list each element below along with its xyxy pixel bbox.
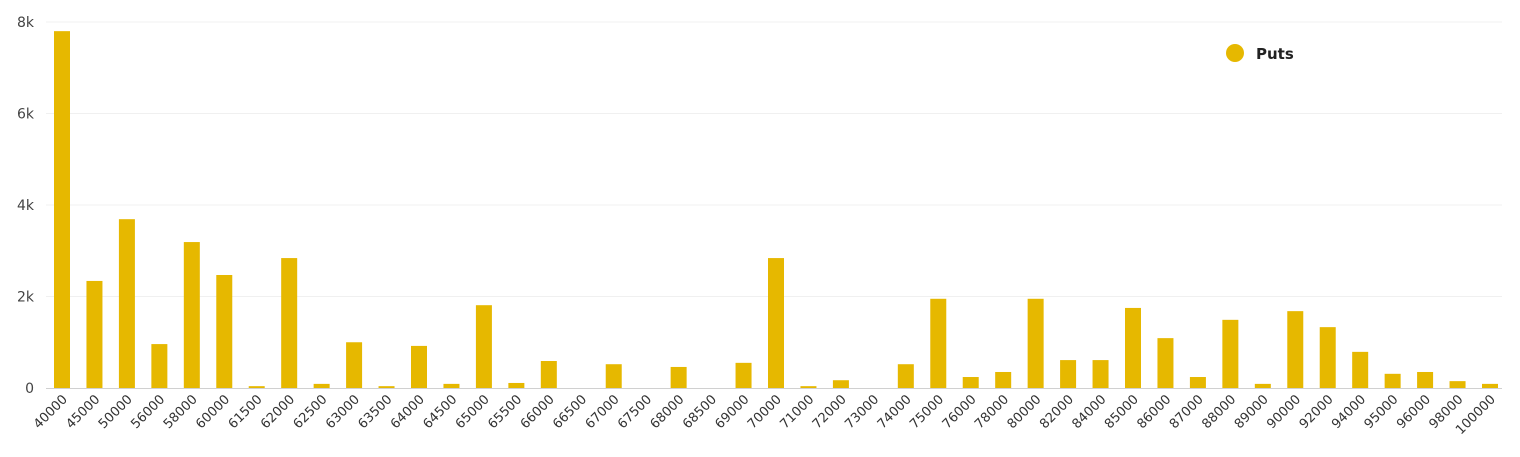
gridlines bbox=[46, 21, 1502, 297]
x-tick-label: 62500 bbox=[291, 392, 331, 432]
x-tick-label: 76000 bbox=[940, 392, 980, 432]
x-tick-label: 45000 bbox=[63, 392, 103, 432]
bar-82000[interactable] bbox=[1060, 360, 1077, 388]
x-tick-label: 61500 bbox=[226, 392, 266, 432]
y-tick-label: 0 bbox=[25, 381, 34, 397]
bar-64000[interactable] bbox=[411, 345, 427, 388]
bar-68000[interactable] bbox=[670, 366, 687, 388]
x-tick-label: 90000 bbox=[1264, 392, 1304, 432]
x-tick-label: 65500 bbox=[485, 392, 525, 432]
y-tick-label: 2k bbox=[17, 290, 35, 306]
x-tick-label: 64000 bbox=[388, 392, 428, 432]
y-tick-label: 4k bbox=[17, 198, 35, 214]
bar-87000[interactable] bbox=[1189, 377, 1206, 388]
x-tick-label: 67500 bbox=[615, 392, 655, 432]
x-tick-label: 63000 bbox=[323, 392, 363, 432]
x-tick-label: 69000 bbox=[713, 392, 753, 432]
x-tick-label: 87000 bbox=[1167, 392, 1207, 432]
bar-88000[interactable] bbox=[1222, 319, 1239, 388]
bar-64500[interactable] bbox=[443, 383, 460, 388]
bar-98000[interactable] bbox=[1449, 381, 1466, 388]
x-tick-label: 66500 bbox=[550, 392, 590, 432]
bar-80000[interactable] bbox=[1027, 298, 1044, 388]
x-tick-label: 63500 bbox=[356, 392, 396, 432]
x-tick-label: 82000 bbox=[1037, 392, 1077, 432]
y-tick-label: 8k bbox=[17, 15, 35, 31]
bar-58000[interactable] bbox=[183, 242, 200, 388]
bar-65000[interactable] bbox=[475, 305, 492, 388]
bar-78000[interactable] bbox=[995, 371, 1012, 388]
x-tick-label: 64500 bbox=[420, 392, 460, 432]
bar-65500[interactable] bbox=[508, 382, 525, 388]
bar-75000[interactable] bbox=[930, 298, 947, 388]
x-tick-label: 96000 bbox=[1394, 392, 1434, 432]
bar-63000[interactable] bbox=[346, 342, 363, 388]
x-tick-label: 85000 bbox=[1102, 392, 1142, 432]
bar-85000[interactable] bbox=[1125, 307, 1141, 388]
bar-96000[interactable] bbox=[1417, 371, 1434, 388]
bar-66000[interactable] bbox=[540, 361, 557, 388]
x-axis: 4000045000500005600058000600006150062000… bbox=[31, 388, 1502, 438]
bar-50000[interactable] bbox=[118, 219, 135, 388]
x-tick-label: 62000 bbox=[258, 392, 298, 432]
x-tick-label: 65000 bbox=[453, 392, 493, 432]
bar-45000[interactable] bbox=[86, 280, 103, 388]
bar-100000[interactable] bbox=[1482, 383, 1498, 388]
x-tick-label: 50000 bbox=[96, 392, 136, 432]
bar-71000[interactable] bbox=[800, 386, 817, 388]
bar-62500[interactable] bbox=[313, 383, 330, 388]
bar-63500[interactable] bbox=[378, 386, 395, 388]
x-tick-label: 72000 bbox=[810, 392, 850, 432]
bar-67000[interactable] bbox=[605, 364, 622, 388]
x-tick-label: 68000 bbox=[648, 392, 688, 432]
bar-94000[interactable] bbox=[1352, 351, 1369, 388]
bar-56000[interactable] bbox=[151, 344, 168, 388]
legend-label-puts: Puts bbox=[1256, 45, 1294, 63]
legend-marker-puts bbox=[1226, 44, 1244, 62]
bar-86000[interactable] bbox=[1157, 338, 1174, 388]
x-tick-label: 94000 bbox=[1329, 392, 1369, 432]
x-tick-label: 58000 bbox=[161, 392, 201, 432]
y-tick-label: 6k bbox=[17, 107, 35, 123]
x-tick-label: 89000 bbox=[1232, 392, 1272, 432]
x-tick-label: 75000 bbox=[907, 392, 947, 432]
bar-74000[interactable] bbox=[897, 364, 914, 388]
x-tick-label: 74000 bbox=[875, 392, 915, 432]
bar-72000[interactable] bbox=[832, 380, 849, 388]
x-tick-label: 60000 bbox=[193, 392, 233, 432]
bar-40000[interactable] bbox=[54, 31, 70, 389]
y-axis: 0 2k 4k 6k 8k bbox=[17, 15, 35, 397]
bars bbox=[54, 31, 1498, 389]
x-tick-label: 71000 bbox=[777, 392, 817, 432]
bar-89000[interactable] bbox=[1254, 383, 1271, 388]
x-tick-label: 66000 bbox=[518, 392, 558, 432]
legend[interactable]: Puts bbox=[1226, 44, 1294, 63]
bar-60000[interactable] bbox=[216, 274, 233, 388]
bar-61500[interactable] bbox=[248, 386, 265, 388]
x-tick-label: 78000 bbox=[972, 392, 1012, 432]
bar-84000[interactable] bbox=[1092, 360, 1109, 388]
x-tick-label: 40000 bbox=[31, 392, 71, 432]
x-tick-label: 88000 bbox=[1199, 392, 1239, 432]
x-tick-label: 84000 bbox=[1070, 392, 1110, 432]
x-tick-label: 70000 bbox=[745, 392, 785, 432]
x-tick-label: 80000 bbox=[1005, 392, 1045, 432]
x-tick-label: 92000 bbox=[1297, 392, 1337, 432]
bar-76000[interactable] bbox=[962, 377, 979, 388]
bar-69000[interactable] bbox=[735, 362, 752, 388]
bar-62000[interactable] bbox=[281, 258, 298, 388]
x-tick-label: 68500 bbox=[680, 392, 720, 432]
x-tick-label: 67000 bbox=[583, 392, 623, 432]
x-tick-label: 73000 bbox=[842, 392, 882, 432]
bar-70000[interactable] bbox=[768, 258, 784, 388]
x-tick-label: 56000 bbox=[128, 392, 168, 432]
bar-92000[interactable] bbox=[1319, 327, 1336, 388]
bar-90000[interactable] bbox=[1287, 311, 1304, 388]
x-tick-label: 95000 bbox=[1362, 392, 1402, 432]
bar-95000[interactable] bbox=[1384, 373, 1401, 388]
x-tick-label: 86000 bbox=[1134, 392, 1174, 432]
